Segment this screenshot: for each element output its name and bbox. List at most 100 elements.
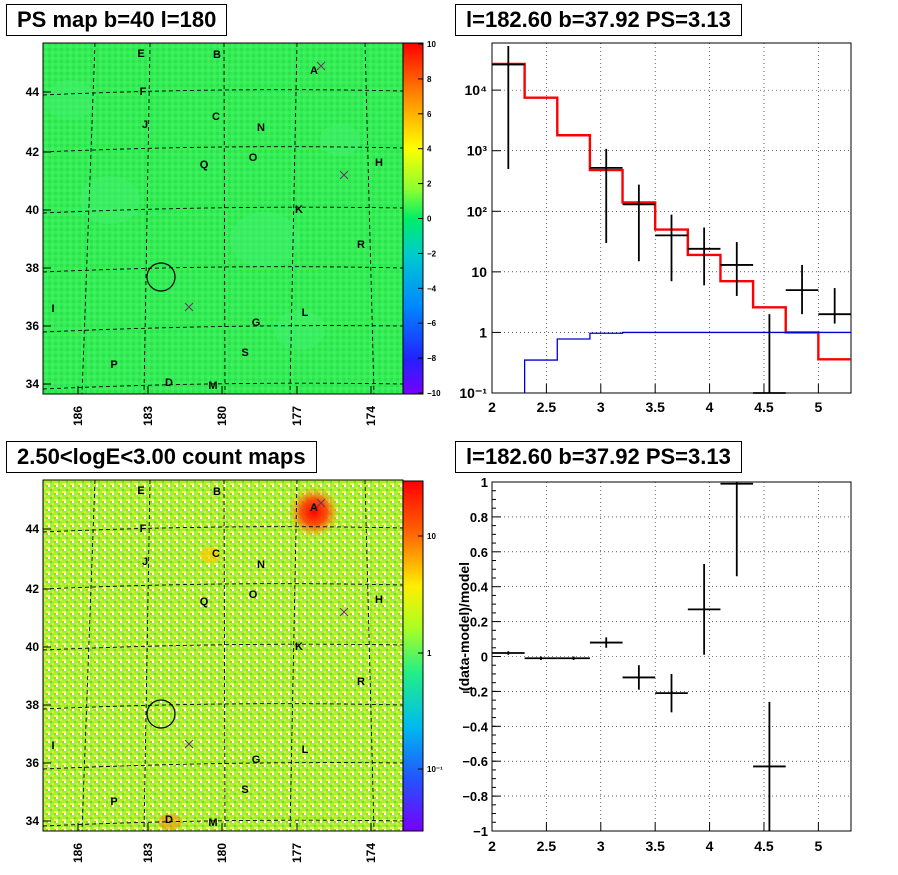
x-tick-label: 3 [597, 399, 605, 415]
y-tick-label: −1 [473, 824, 488, 839]
residual-point [687, 564, 721, 655]
source-label-g: G [252, 317, 261, 329]
count-map-svg: A B C D E F G H I J K L M N O P Q R S 10 1 10⁻¹ 186 183 180 177… [26, 479, 443, 863]
colorbar-tick-label: 4 [427, 145, 432, 154]
source-label-o: O [249, 589, 258, 601]
y-tick-label: 0.4 [470, 580, 489, 595]
source-label-c: C [212, 548, 220, 560]
x-tick-label: 183 [141, 406, 155, 426]
spectrum-title: l=182.60 b=37.92 PS=3.13 [455, 4, 742, 36]
plot-frame [491, 481, 852, 832]
source-label-l: L [302, 307, 309, 319]
data-point [655, 214, 688, 282]
x-tick-label: 4.5 [754, 399, 774, 415]
y-tick-label: 10⁴ [465, 82, 488, 98]
source-label-f: F [140, 86, 147, 98]
y-tick-label: 10 [471, 264, 487, 280]
colorbar-tick-label: 1 [427, 649, 432, 658]
source-cross-marker [339, 170, 349, 180]
spectrum-panel: l=182.60 b=37.92 PS=3.13 2 2.5 3 3.5 4 4.5 5 10… [449, 0, 898, 437]
x-tick-label: 186 [71, 406, 85, 426]
residual-point [622, 665, 656, 690]
residual-svg: 2 2.5 3 3.5 4 4.5 5 1 0.8 0.6 0.4 0.2 0 −0.2 −0.4 −0.6 −… [456, 475, 852, 854]
source-label-n: N [257, 122, 265, 134]
y-tick-label: −0.6 [462, 754, 488, 769]
y-tick-label: 1 [481, 475, 488, 490]
data-point [720, 242, 754, 296]
source-label-i: I [51, 740, 54, 752]
source-label-h: H [375, 157, 383, 169]
spectrum-svg: 2 2.5 3 3.5 4 4.5 5 10⁻¹ 1 10 10² 10³ 10⁴ [459, 42, 852, 415]
x-tick-label: 4 [706, 399, 714, 415]
y-tick-label: 36 [26, 319, 40, 333]
map-blob [80, 176, 140, 224]
x-tick-label: 180 [215, 843, 229, 863]
residual-title: l=182.60 b=37.92 PS=3.13 [455, 441, 742, 473]
source-label-j: J [142, 556, 148, 568]
source-label-p: P [110, 796, 117, 808]
source-label-n: N [257, 559, 265, 571]
source-label-a: A [310, 502, 318, 514]
x-tick-label: 2.5 [537, 399, 557, 415]
x-tick-label: 183 [141, 843, 155, 863]
y-tick-label: 0.8 [470, 510, 488, 525]
y-tick-label: 44 [26, 522, 40, 536]
colorbar-tick-label: −2 [427, 249, 437, 258]
x-tick-label: 5 [814, 399, 822, 415]
x-tick-label: 177 [290, 406, 304, 426]
y-tick-label: −0.8 [462, 789, 488, 804]
source-label-m: M [208, 380, 217, 392]
source-label-e: E [137, 48, 144, 60]
source-cross-marker [316, 61, 326, 71]
colorbar-tick-label: 10 [427, 532, 436, 541]
x-tick-label: 180 [215, 406, 229, 426]
residual-point [655, 673, 688, 713]
source-label-d: D [165, 377, 173, 389]
y-tick-label: 40 [26, 640, 40, 654]
source-label-i: I [51, 303, 54, 315]
colorbar-tick-label: −4 [427, 284, 437, 293]
source-label-k: K [295, 641, 303, 653]
x-tick-label: 174 [364, 406, 378, 426]
source-label-k: K [295, 204, 303, 216]
y-tick-label: 38 [26, 261, 40, 275]
source-cross-marker [316, 498, 326, 508]
plot-frame [491, 42, 852, 394]
count-map-title: 2.50<logE<3.00 count maps [6, 441, 317, 473]
graticule-longitude [364, 479, 375, 832]
source-label-f: F [140, 523, 147, 535]
colorbar-tick-label: 10⁻¹ [427, 765, 443, 774]
graticule-longitude [143, 479, 151, 832]
residual-point [492, 651, 525, 655]
y-tick-label: 10³ [467, 143, 488, 159]
data-point [687, 227, 721, 286]
x-tick-label: 5 [814, 838, 822, 854]
y-tick-label: 0 [481, 650, 488, 665]
y-tick-label: 10² [467, 203, 488, 219]
y-tick-label: 34 [26, 814, 40, 828]
colorbar-tick-label: 2 [427, 180, 432, 189]
graticule-longitude [223, 479, 226, 832]
source-label-e: E [137, 485, 144, 497]
source-cross-marker [339, 607, 349, 617]
data-point [492, 46, 525, 169]
data-point [785, 264, 819, 315]
ps-map-panel: PS map b=40 l=180 A B C D E F G H I J K L M N O P Q R S [0, 0, 449, 437]
map-background [43, 480, 403, 831]
x-tick-label: 177 [290, 843, 304, 863]
map-hotspot [200, 547, 220, 563]
source-label-d: D [165, 814, 173, 826]
source-label-b: B [213, 49, 221, 61]
x-tick-label: 3.5 [645, 838, 665, 854]
data-point [589, 148, 623, 243]
y-tick-label: 38 [26, 698, 40, 712]
residual-point [753, 701, 786, 831]
source-label-q: Q [200, 159, 209, 171]
graticule-longitude [223, 42, 226, 395]
x-tick-label: 174 [364, 843, 378, 863]
count-map-panel: 2.50<logE<3.00 count maps [0, 437, 449, 875]
graticule-longitude [289, 479, 298, 832]
y-tick-label: 0.6 [470, 545, 488, 560]
y-tick-label: −0.2 [462, 684, 488, 699]
count-map-area: A B C D E F G H I J K L M N O P Q R S [42, 479, 404, 832]
